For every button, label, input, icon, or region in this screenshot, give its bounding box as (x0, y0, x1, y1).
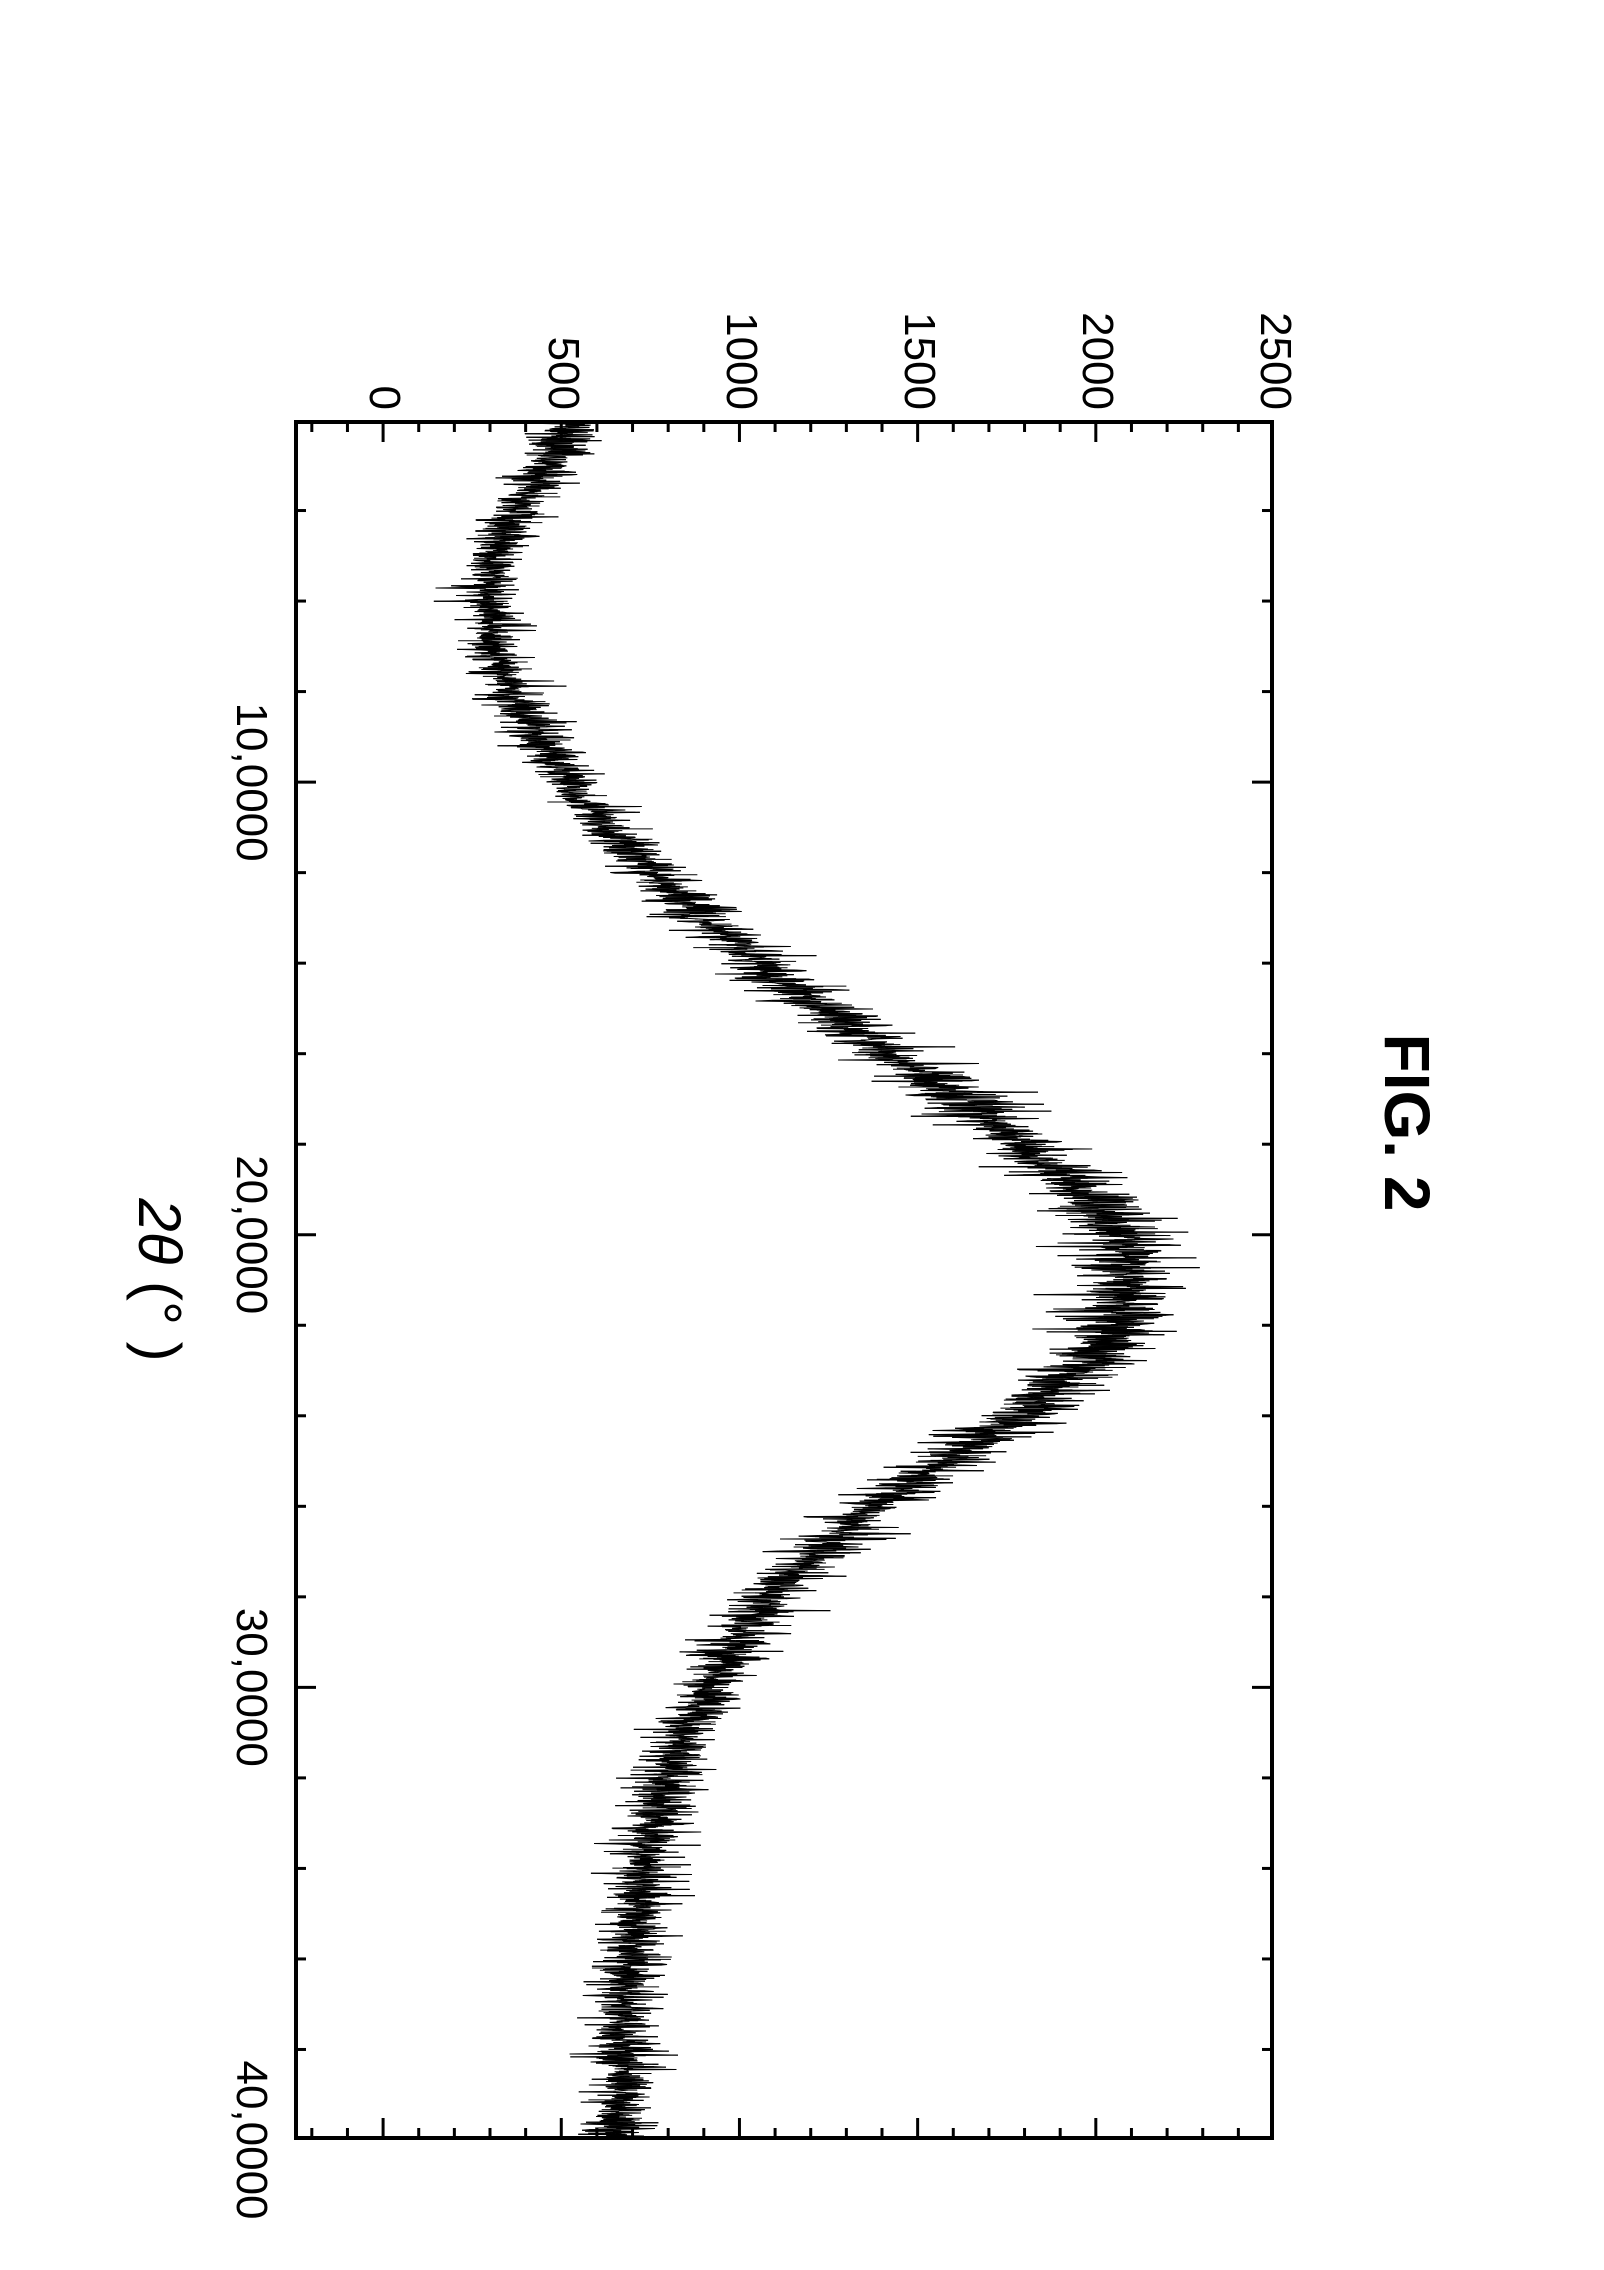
x-tick-label: 30,0000 (226, 1557, 276, 1817)
y-tick-label: 2000 (1072, 260, 1122, 410)
plot-area (294, 420, 1274, 2140)
x-axis-label-close: ) (126, 1325, 193, 1362)
figure-title: FIG. 2 (1370, 0, 1444, 2245)
figure-canvas: FIG. 2 2θ (° ) 0 500 1000 1500 2000 2500 10,00… (0, 0, 1604, 2245)
y-tick-label: 1500 (894, 260, 944, 410)
xrd-chart (294, 420, 1274, 2140)
x-axis-label-open: ( (126, 1264, 193, 1301)
x-tick-label: 40,0000 (226, 2010, 276, 2270)
x-axis-label: 2θ (° ) (125, 420, 194, 2140)
x-tick-label: 20,0000 (226, 1105, 276, 1365)
y-tick-label: 500 (538, 260, 588, 410)
x-axis-label-prefix: 2 (126, 1198, 193, 1231)
y-tick-label: 0 (360, 260, 410, 410)
x-axis-label-degree: ° (126, 1301, 193, 1325)
x-axis-label-theta: θ (126, 1232, 193, 1265)
y-tick-label: 2500 (1250, 260, 1300, 410)
x-tick-label: 10,0000 (226, 652, 276, 912)
page: FIG. 2 2θ (° ) 0 500 1000 1500 2000 2500 10,00… (0, 0, 1604, 2245)
y-tick-label: 1000 (716, 260, 766, 410)
